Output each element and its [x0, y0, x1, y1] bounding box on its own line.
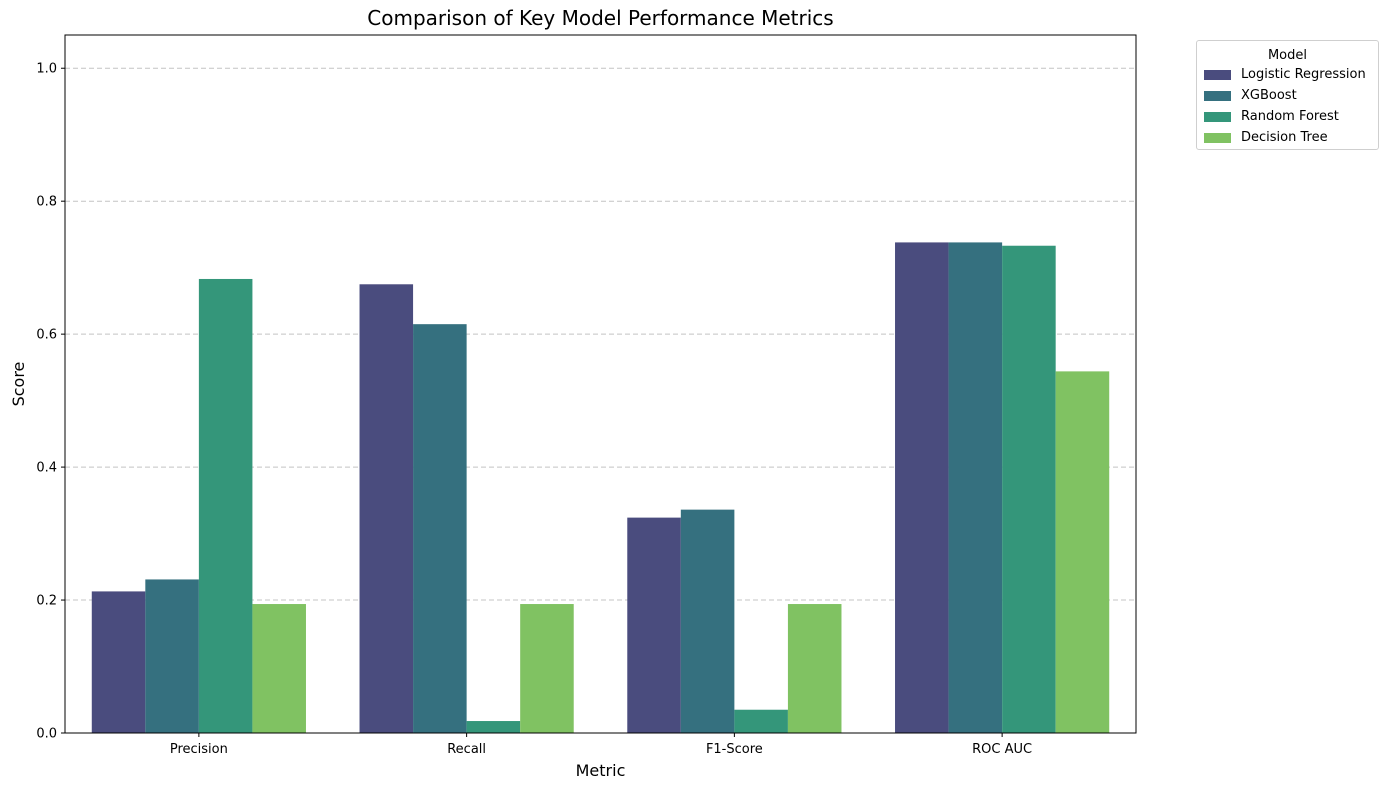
y-tick-label: 0.8 — [36, 195, 57, 210]
x-tick-label: ROC AUC — [972, 742, 1032, 757]
bar — [734, 709, 788, 733]
legend-items: Logistic Regression XGBoost Random Forest D… — [1197, 64, 1378, 148]
x-tick-label: F1-Score — [706, 742, 763, 757]
y-tick-label: 0.2 — [36, 594, 57, 609]
legend-swatch — [1204, 90, 1231, 101]
y-tick-label: 1.0 — [36, 62, 57, 77]
x-tick-label: Recall — [447, 742, 486, 757]
plot-frame — [64, 34, 1137, 734]
legend-label: Logistic Regression — [1241, 67, 1366, 82]
bar — [948, 242, 1003, 734]
ticks: 0.0 0.2 0.4 0.6 0.8 1.0 Precision Recall F1-Scor… — [36, 62, 1032, 757]
bar — [627, 517, 681, 733]
legend-label: XGBoost — [1241, 88, 1297, 103]
bar — [1055, 371, 1110, 733]
legend-title: Model — [1267, 48, 1308, 63]
bar — [1002, 245, 1056, 733]
bar — [252, 604, 306, 733]
legend-swatch — [1204, 111, 1231, 122]
legend-label: Random Forest — [1241, 109, 1339, 124]
x-axis-label: Metric — [576, 761, 626, 780]
x-tick-label: Precision — [170, 742, 228, 757]
bar — [787, 604, 842, 733]
bar — [895, 242, 949, 734]
legend-label: Decision Tree — [1241, 130, 1328, 145]
legend-item: Logistic Regression — [1197, 64, 1378, 85]
y-tick-label: 0.6 — [36, 328, 57, 343]
legend-item: Random Forest — [1197, 106, 1378, 127]
bar — [359, 284, 414, 733]
bar — [145, 579, 199, 733]
y-tick-label: 0.4 — [36, 461, 57, 476]
legend-item: Decision Tree — [1197, 127, 1378, 148]
chart-title: Comparison of Key Model Performance Metr… — [367, 6, 833, 30]
legend-item: XGBoost — [1197, 85, 1378, 106]
bar — [466, 721, 521, 733]
bars — [91, 242, 1110, 734]
legend: Model Logistic Regression XGBoost Random F… — [1196, 40, 1379, 150]
legend-swatch — [1204, 132, 1231, 143]
legend-swatch — [1204, 69, 1231, 80]
bar — [413, 324, 467, 733]
y-axis-label: Score — [9, 362, 28, 407]
bar — [91, 591, 146, 733]
y-tick-label: 0.0 — [36, 727, 57, 742]
bar — [680, 509, 735, 733]
bar — [520, 604, 574, 733]
bar — [198, 278, 253, 733]
